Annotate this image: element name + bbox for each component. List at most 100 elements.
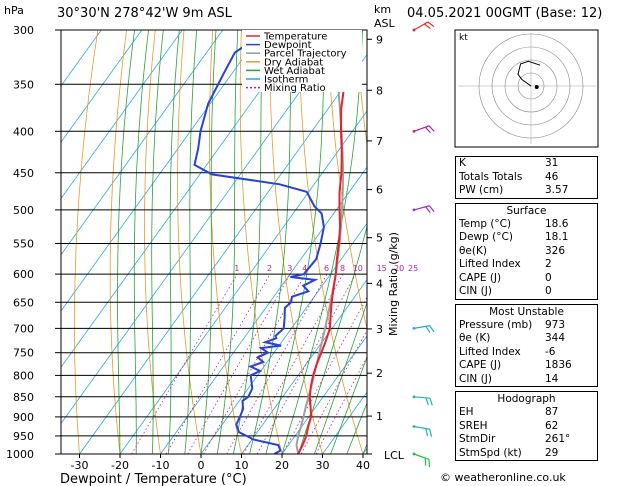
- mixing-ratio-tick-label: 10: [353, 264, 363, 273]
- wet-adiabat-line: [330, 355, 367, 454]
- most-unstable-title: Most Unstable: [489, 305, 564, 318]
- wind-barb-staff: [413, 325, 430, 329]
- indices-section-table: Hodograph EH 87 SREH 62 StmDir 261° StmSpd …: [455, 391, 598, 461]
- index-row: EH 87: [456, 406, 597, 420]
- pressure-tick-label: 450: [13, 167, 34, 180]
- isotherm-line: [61, 30, 183, 200]
- index-row: PW (cm) 3.57: [456, 184, 597, 198]
- index-row: StmDir 261°: [456, 433, 597, 447]
- asl-label: ASL: [374, 17, 396, 30]
- wind-barbs: [412, 21, 435, 468]
- legend-label: Parcel Trajectory: [264, 49, 347, 60]
- index-value: 87: [545, 406, 559, 418]
- index-value: 3.57: [545, 184, 569, 196]
- wind-barb-flag: [429, 325, 435, 333]
- indices-section-table: Surface Temp (°C) 18.6 Dewp (°C) 18.1 θe(K…: [455, 202, 598, 300]
- wind-barb-flag: [425, 206, 431, 214]
- index-value: 261°: [545, 433, 571, 445]
- index-value: 1836: [545, 359, 572, 371]
- wind-barb: [412, 325, 435, 334]
- mixing-ratio-line: [187, 273, 291, 454]
- isotherm-line: [241, 279, 367, 454]
- wind-barb-staff: [413, 396, 430, 399]
- wind-barb: [412, 395, 433, 406]
- wind-barb-flag: [428, 459, 431, 468]
- mixing-ratio-tick-label: 2: [267, 264, 272, 273]
- wind-barb: [412, 21, 435, 32]
- mixing-ratio-tick-label: 25: [408, 264, 418, 273]
- mixing-ratio-line: [165, 273, 271, 454]
- wind-barb-flag: [427, 21, 435, 28]
- dry-adiabat-line: [615, 30, 629, 454]
- wind-barb-flag: [424, 23, 431, 30]
- wind-barb-staff: [413, 21, 429, 31]
- altitude-tick-label: 2: [376, 367, 383, 380]
- altitude-tick-label: 3: [376, 323, 383, 336]
- index-row: Lifted Index -6: [456, 346, 597, 360]
- wind-barb: [412, 205, 435, 214]
- index-row: SREH 62: [456, 420, 597, 434]
- temp-tick-label: 0: [198, 459, 205, 472]
- mixing-ratio-tick-label: 15: [377, 264, 387, 273]
- altitude-tick-label: 7: [376, 135, 383, 148]
- legend-label: Dry Adiabat: [264, 57, 323, 68]
- mixing-ratio-tick-label: 4: [302, 264, 307, 273]
- pressure-tick-label: 350: [13, 78, 34, 91]
- index-value: 973: [545, 318, 566, 331]
- wind-barb-staff: [413, 425, 430, 430]
- wet-adiabat-line: [314, 301, 367, 454]
- temp-tick-label: 20: [275, 459, 289, 472]
- wind-barb-flag: [428, 205, 435, 213]
- altitude-tick-label: 6: [376, 184, 383, 197]
- indices-panel: K 31 Totals Totals 46 PW (cm) 3.57 Surface …: [455, 156, 598, 465]
- datetime-title: 04.05.2021 00GMT (Base: 12): [407, 6, 602, 21]
- legend-label: Isotherm: [264, 75, 308, 86]
- temp-tick-label: -30: [71, 459, 89, 472]
- mixing-ratio-tick-label: 8: [340, 264, 345, 273]
- pressure-tick-label: 300: [13, 24, 34, 37]
- index-key: θe(K): [459, 244, 487, 257]
- index-key: Totals Totals: [459, 170, 523, 183]
- wind-barb-flag: [429, 398, 433, 406]
- mixing-ratio-line: [131, 273, 238, 454]
- location-title: 30°30'N 278°42'W 9m ASL: [57, 6, 233, 21]
- pressure-tick-label: 1000: [6, 448, 34, 461]
- isotherm-line: [61, 30, 345, 425]
- watermark: © weatheronline.co.uk: [440, 471, 566, 484]
- mixing-ratio-line: [226, 273, 328, 454]
- pressure-tick-label: 500: [13, 204, 34, 217]
- mixing-ratio-labels: 1 2 3 4 6 8 10 15 20 25: [234, 264, 418, 273]
- temperature-line: [297, 30, 346, 454]
- mixing-ratio-tick-label: 20: [394, 264, 404, 273]
- mixing-ratio-axis-label: Mixing Ratio (g/kg): [387, 232, 400, 336]
- hodograph-trace: [517, 60, 541, 87]
- index-value: 0: [545, 285, 552, 297]
- altitude-tick-label: 8: [376, 84, 383, 97]
- pressure-tick-label: 650: [13, 296, 34, 309]
- index-row: K 31: [456, 157, 597, 171]
- units-label: hPa: [4, 4, 24, 17]
- index-key: Temp (°C): [459, 217, 512, 230]
- index-value: 62: [545, 419, 559, 432]
- index-key: θe (K): [459, 332, 491, 344]
- x-axis-label: Dewpoint / Temperature (°C): [60, 472, 247, 486]
- index-key: Lifted Index: [459, 258, 521, 270]
- wind-barb-flag: [429, 429, 433, 437]
- wind-barb-station: [412, 425, 416, 428]
- index-key: PW (cm): [459, 184, 504, 196]
- index-key: Lifted Index: [459, 345, 521, 358]
- temp-tick-label: 30: [316, 459, 330, 472]
- index-key: CIN (J): [459, 285, 492, 297]
- background-lines: [61, 30, 629, 454]
- wind-barb-flag: [424, 458, 427, 466]
- wind-barb: [412, 452, 431, 468]
- wind-barb-station: [412, 326, 416, 330]
- wet-adiabat-line: [346, 401, 367, 454]
- wind-barb-staff: [413, 205, 430, 211]
- storm-motion-marker: [534, 85, 539, 89]
- wind-barb-flag: [425, 428, 429, 437]
- isotherm-line: [61, 30, 224, 256]
- pressure-tick-label: 800: [13, 369, 34, 382]
